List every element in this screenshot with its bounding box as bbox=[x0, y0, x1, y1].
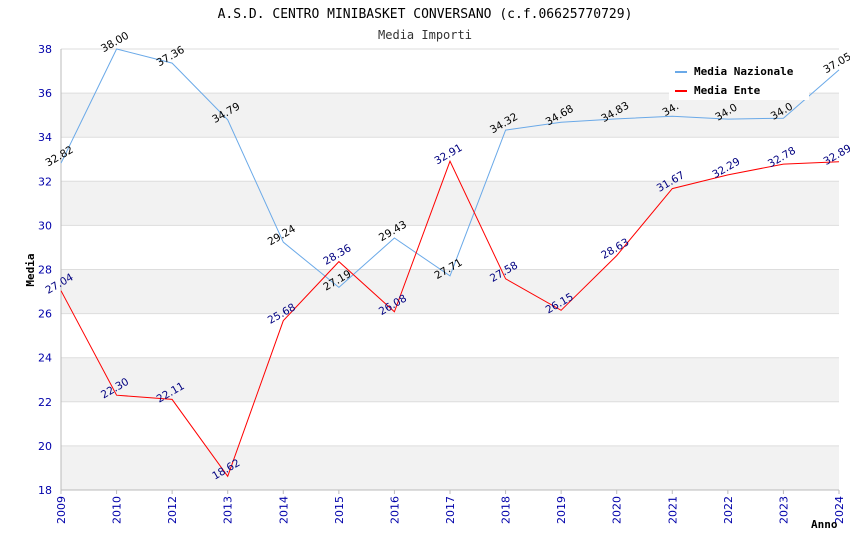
y-tick-label: 34 bbox=[38, 131, 52, 144]
grid-band bbox=[61, 269, 839, 314]
legend-label-ente: Media Ente bbox=[694, 84, 761, 97]
y-tick-label: 18 bbox=[38, 484, 52, 497]
grid-band bbox=[61, 225, 839, 270]
chart-legend: Media Nazionale Media Ente bbox=[669, 60, 809, 100]
x-tick-label: 2009 bbox=[55, 496, 68, 524]
y-tick-label: 26 bbox=[38, 308, 52, 321]
y-tick-label: 36 bbox=[38, 87, 52, 100]
x-tick-label: 2017 bbox=[444, 496, 457, 524]
y-tick-label: 30 bbox=[38, 219, 52, 232]
y-axis-label: Media bbox=[24, 253, 37, 286]
x-tick-label: 2010 bbox=[111, 496, 124, 524]
chart-subtitle: Media Importi bbox=[378, 28, 472, 42]
series-line-ente bbox=[60, 159, 840, 478]
x-tick-label: 2022 bbox=[722, 496, 735, 524]
x-axis-ticks: 2009 2010 2012 2013 2014 2015 2016 2017 2018 2019… bbox=[55, 490, 846, 524]
x-tick-label: 2024 bbox=[833, 496, 846, 524]
y-tick-label: 38 bbox=[38, 43, 52, 56]
legend-label-nazionale: Media Nazionale bbox=[694, 65, 794, 78]
x-tick-label: 2013 bbox=[222, 496, 235, 524]
chart-title: A.S.D. CENTRO MINIBASKET CONVERSANO (c.f… bbox=[218, 7, 633, 22]
y-tick-label: 32 bbox=[38, 175, 52, 188]
x-tick-label: 2023 bbox=[777, 496, 790, 524]
legend-box bbox=[669, 60, 809, 100]
x-tick-label: 2020 bbox=[611, 496, 624, 524]
grid-band bbox=[61, 357, 839, 402]
grid-band bbox=[61, 401, 839, 446]
x-tick-label: 2018 bbox=[500, 496, 513, 524]
grid-band bbox=[61, 313, 839, 358]
series-lines bbox=[60, 48, 840, 478]
y-tick-label: 24 bbox=[38, 352, 52, 365]
y-tick-label: 20 bbox=[38, 440, 52, 453]
grid-band bbox=[61, 181, 839, 226]
grid-band bbox=[61, 93, 839, 138]
x-tick-label: 2015 bbox=[333, 496, 346, 524]
series-line-nazionale bbox=[60, 48, 840, 289]
grid-band bbox=[61, 445, 839, 490]
x-tick-label: 2014 bbox=[277, 496, 290, 524]
x-tick-label: 2012 bbox=[166, 496, 179, 524]
y-tick-label: 28 bbox=[38, 264, 52, 277]
x-axis-label: Anno bbox=[811, 518, 838, 531]
x-tick-label: 2016 bbox=[388, 496, 401, 524]
grid-band bbox=[61, 137, 839, 182]
grid-bands bbox=[60, 48, 839, 491]
y-axis-ticks: 18 20 22 24 26 28 30 32 34 36 38 bbox=[38, 43, 52, 497]
x-tick-label: 2021 bbox=[666, 496, 679, 524]
x-tick-label: 2019 bbox=[555, 496, 568, 524]
y-tick-label: 22 bbox=[38, 396, 52, 409]
